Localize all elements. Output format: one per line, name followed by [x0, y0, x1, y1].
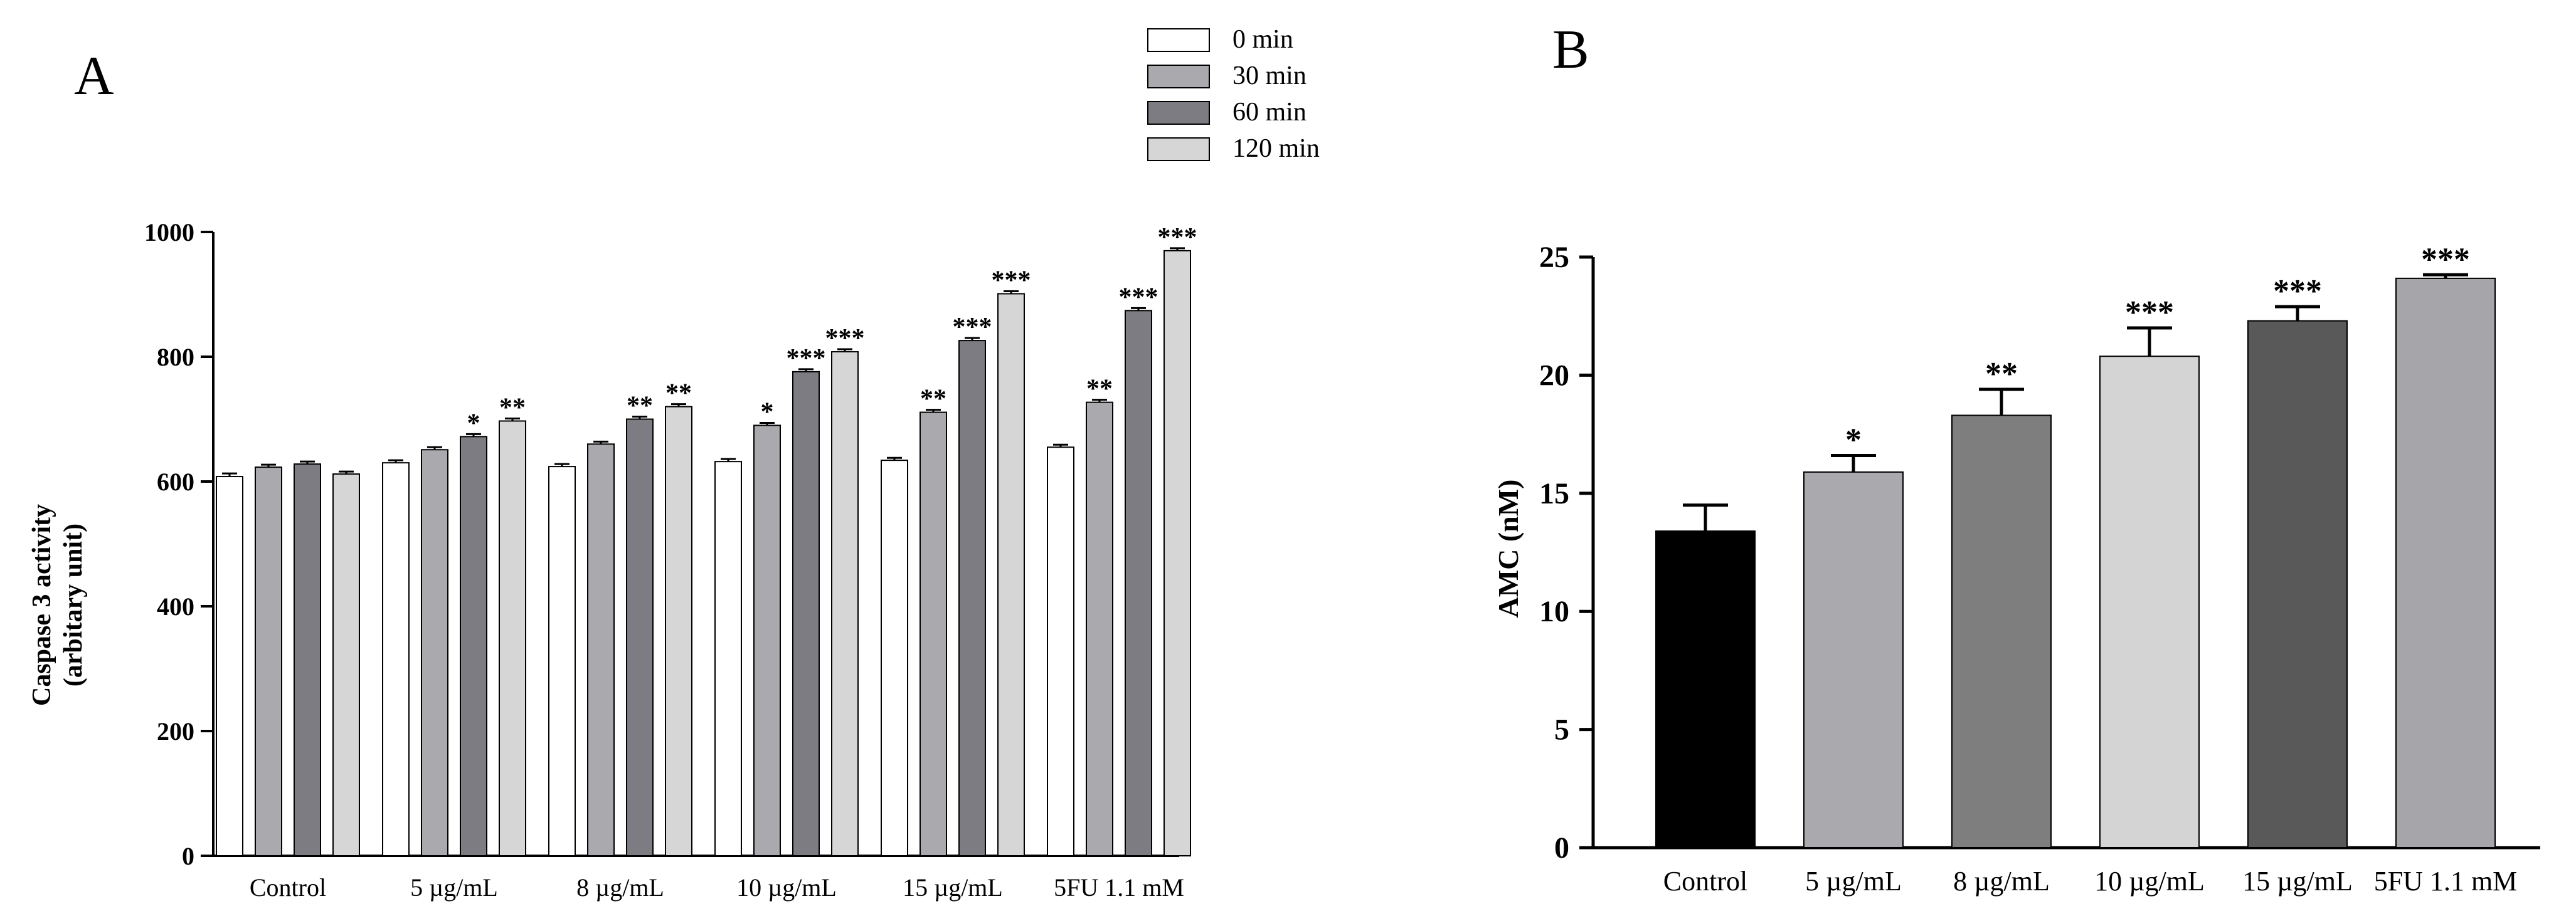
bar-a [1163, 250, 1191, 857]
legend-swatch-a [1147, 137, 1210, 161]
significance-label-b: * [1845, 423, 1862, 458]
legend-label-a: 120 min [1232, 134, 1320, 163]
significance-label-a: ** [627, 392, 653, 421]
x-tick-label-b: Control [1663, 866, 1747, 897]
significance-label-a: ** [499, 394, 526, 423]
legend-swatch-a [1147, 28, 1210, 52]
significance-label-a: *** [953, 313, 992, 342]
bar-b [2099, 355, 2200, 848]
bar-a [831, 351, 859, 856]
x-tick-label-b: 5FU 1.1 mM [2374, 866, 2518, 897]
y-axis-label-a-line2: (arbitary unit) [59, 524, 88, 687]
y-tick-label-a: 800 [157, 343, 194, 371]
significance-label-a: ** [920, 385, 946, 414]
legend-label-a: 0 min [1232, 25, 1293, 54]
bar-a [382, 462, 410, 856]
significance-label-a: *** [825, 324, 865, 353]
bar-a [881, 460, 908, 856]
x-tick-label-a: 15 µg/mL [903, 873, 1003, 902]
bar-a [753, 424, 781, 856]
x-tick-label-b: 15 µg/mL [2242, 866, 2353, 897]
bar-b [1803, 471, 1904, 848]
bar-a [499, 420, 526, 856]
y-tick-label-a: 200 [157, 717, 194, 745]
legend-swatch-a [1147, 65, 1210, 88]
legend-a: 0 min 30 min 60 min 120 min [1147, 25, 1320, 163]
bar-a [216, 476, 243, 856]
y-tick-label-b: 15 [1539, 477, 1569, 510]
y-tick-label-a: 600 [157, 468, 194, 496]
y-tick-label-a: 0 [182, 842, 194, 870]
legend-swatch-a [1147, 101, 1210, 125]
bar-a [1047, 446, 1074, 856]
x-tick-label-b: 5 µg/mL [1805, 866, 1902, 897]
significance-label-a: *** [1158, 223, 1197, 252]
bar-a [1086, 401, 1113, 856]
y-tick-label-a: 1000 [144, 218, 194, 246]
bars-b: ************ [1655, 241, 2496, 848]
bar-a [421, 449, 448, 856]
axes-a: 0 200 400 600 800 1000 Control 5 µg/mL 8 µg/mL 10… [144, 218, 1184, 902]
bar-a [665, 406, 692, 856]
significance-label-a: * [761, 397, 774, 426]
y-tick-label-b: 25 [1539, 241, 1569, 274]
bar-a [255, 466, 282, 856]
bar-a [626, 418, 654, 856]
y-tick-label-b: 20 [1539, 359, 1569, 392]
bar-b [1951, 414, 2052, 848]
y-tick-label-b: 0 [1554, 831, 1569, 865]
x-tick-label-a: 10 µg/mL [736, 873, 837, 902]
x-tick-label-a: Control [250, 873, 326, 902]
y-tick-label-b: 5 [1554, 713, 1569, 747]
significance-label-a: ** [665, 379, 692, 408]
y-tick-label-b: 10 [1539, 595, 1569, 628]
legend-label-a: 60 min [1232, 98, 1307, 127]
significance-label-b: *** [2125, 295, 2174, 330]
bar-a [792, 371, 820, 856]
bar-a [1125, 310, 1152, 856]
significance-label-a: * [467, 409, 480, 438]
panel-b: B AMC (nM) 0 5 10 15 20 25 Control 5 µg/mL 8 µg/… [1492, 19, 2540, 897]
bar-a [958, 340, 986, 856]
y-axis-label-a-line1: Caspase 3 activity [28, 504, 56, 706]
bar-b [2395, 277, 2496, 848]
bar-a [332, 473, 360, 856]
legend-label-a: 30 min [1232, 61, 1307, 90]
panel-a-label: A [74, 46, 114, 107]
significance-label-b: ** [1985, 356, 2018, 392]
significance-label-b: *** [2421, 241, 2470, 277]
significance-label-a: *** [992, 266, 1031, 295]
bar-a [294, 463, 321, 856]
x-tick-label-a: 5FU 1.1 mM [1054, 873, 1184, 902]
bars-a: *** ** ************************* [216, 223, 1197, 857]
y-tick-label-a: 400 [157, 592, 194, 621]
x-tick-label-a: 5 µg/mL [410, 873, 498, 902]
x-tick-label-b: 10 µg/mL [2094, 866, 2205, 897]
x-tick-label-a: 8 µg/mL [576, 873, 664, 902]
bar-a [714, 461, 742, 856]
significance-label-a: *** [1119, 283, 1158, 312]
panel-b-label: B [1552, 19, 1589, 80]
y-axis-label-b: AMC (nM) [1492, 480, 1524, 618]
panel-a: A 0 min 30 min 60 min 120 min Caspase 3 act… [28, 25, 1320, 902]
bar-a [997, 293, 1025, 856]
significance-label-a: *** [787, 344, 826, 373]
significance-label-b: *** [2273, 273, 2322, 309]
bar-b [1655, 530, 1756, 848]
bar-a [920, 411, 947, 856]
bar-b [2247, 320, 2348, 848]
bar-a [587, 443, 615, 856]
bar-a [548, 466, 576, 856]
bar-a [460, 436, 487, 856]
significance-label-a: ** [1086, 375, 1113, 404]
x-tick-label-b: 8 µg/mL [1953, 866, 2050, 897]
